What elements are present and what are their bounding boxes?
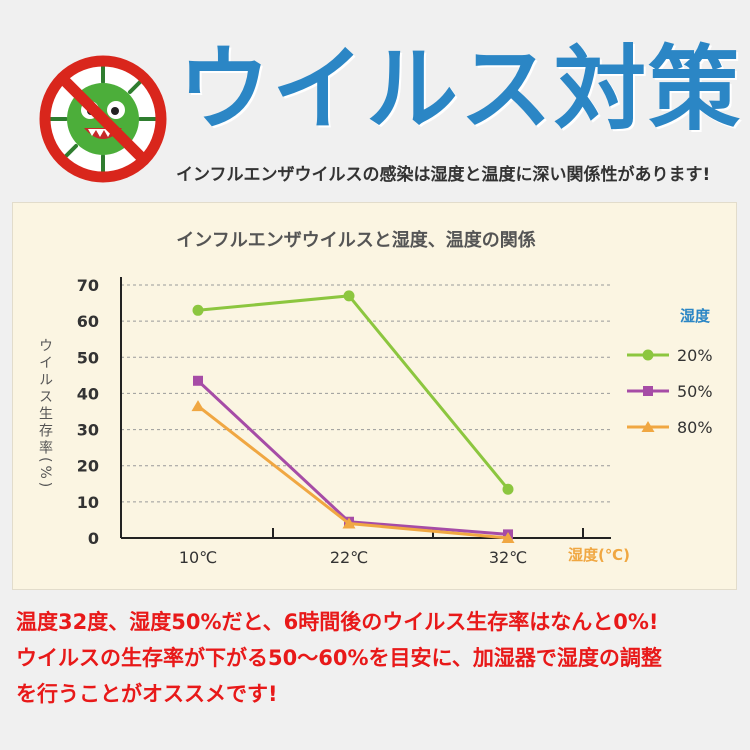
legend-title: 湿度 (680, 307, 711, 325)
legend-marker (643, 386, 653, 396)
bottom-message: 温度32度、湿度50%だと、6時間後のウイルス生存率はなんと0%! ウイルスの生… (16, 604, 736, 712)
series-line (196, 379, 509, 536)
chart-panel: インフルエンザウイルスと湿度、温度の関係 0 10 20 30 40 50 60 70 10℃… (12, 202, 737, 590)
y-tick-label: 70 (77, 276, 99, 295)
subline: インフルエンザウイルスの感染は湿度と温度に深い関係性があります! (176, 165, 711, 185)
y-tick-label: 50 (77, 348, 99, 367)
legend-item: 50% (627, 382, 713, 401)
x-axis-label: 湿度(℃) (568, 546, 630, 564)
legend-item: 20% (627, 346, 713, 365)
data-point (501, 532, 515, 543)
series-line (197, 294, 510, 491)
data-point (193, 375, 203, 386)
series-50% (193, 375, 513, 540)
y-tick-label: 60 (77, 312, 99, 331)
data-point (502, 483, 514, 495)
data-point (342, 517, 356, 529)
x-tick-label: 10℃ (179, 548, 217, 567)
chart: インフルエンザウイルスと湿度、温度の関係 0 10 20 30 40 50 60 70 10℃… (37, 229, 713, 567)
x-tick-label: 22℃ (330, 548, 368, 567)
no-virus-icon (39, 55, 167, 183)
legend-marker (641, 421, 655, 432)
y-tick-label: 40 (77, 384, 99, 403)
legend-item: 80% (627, 418, 713, 437)
bottom-line-1: 温度32度、湿度50%だと、6時間後のウイルス生存率はなんと0%! (16, 610, 659, 634)
headline: ウイルス対策! (178, 36, 750, 143)
y-tick-label: 20 (77, 457, 99, 476)
data-point (192, 304, 204, 316)
series-80% (191, 400, 515, 543)
legend-marker (642, 349, 654, 361)
y-tick-label: 0 (88, 529, 99, 548)
header: ウイルス対策! インフルエンザウイルスの感染は湿度と温度に深い関係性があります! (0, 0, 750, 200)
y-tick-label: 30 (77, 421, 99, 440)
bottom-line-3: を行うことがオススメです! (16, 682, 278, 706)
legend-label: 80% (677, 418, 713, 437)
y-axis-label: ウイルス生存率(%) (37, 338, 53, 490)
chart-title: インフルエンザウイルスと湿度、温度の関係 (176, 229, 535, 251)
legend-label: 50% (677, 382, 713, 401)
x-tick-label: 32℃ (489, 548, 527, 567)
bottom-line-2: ウイルスの生存率が下がる50〜60%を目安に、加湿器で湿度の調整 (16, 646, 662, 670)
series-20% (192, 290, 514, 495)
y-tick-label: 10 (77, 493, 99, 512)
data-point (343, 290, 355, 302)
data-point (191, 400, 205, 412)
legend-label: 20% (677, 346, 713, 365)
